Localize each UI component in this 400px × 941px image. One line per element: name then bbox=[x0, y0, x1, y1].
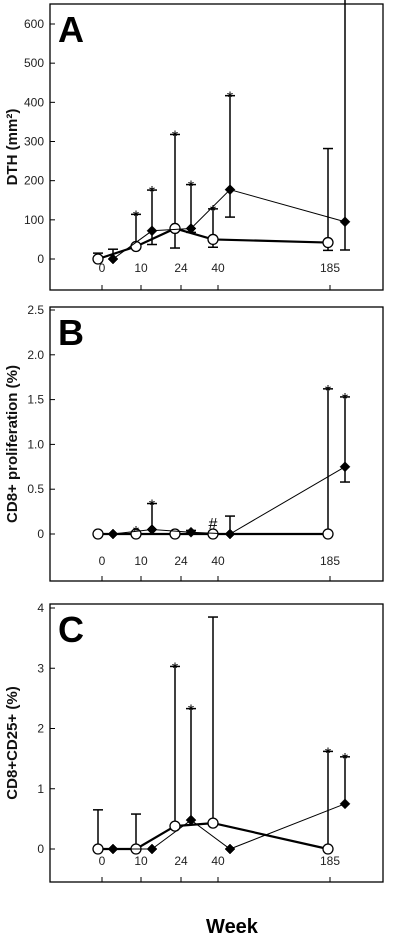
x-tick-label: 10 bbox=[134, 854, 148, 868]
series-open-circle: * # * bbox=[92, 383, 334, 541]
data-point-diamond bbox=[224, 184, 236, 196]
significance-mark: * bbox=[149, 184, 155, 201]
x-tick-label: 185 bbox=[320, 854, 340, 868]
y-tick-label: 2.0 bbox=[27, 348, 44, 362]
y-tick-label: 400 bbox=[24, 95, 44, 109]
x-tick-label: 24 bbox=[174, 261, 188, 275]
data-point-diamond bbox=[146, 524, 158, 535]
x-tick-label: 24 bbox=[174, 854, 188, 868]
panel-a: 0 100 200 300 400 500 600 0 10 24 40 185 DTH (mm²) A *… bbox=[4, 0, 384, 291]
significance-mark: * bbox=[342, 391, 348, 408]
y-axis-label: CD8+CD25+ (%) bbox=[4, 686, 21, 799]
plot-frame bbox=[49, 3, 384, 291]
data-point-diamond bbox=[339, 798, 351, 810]
x-tick-label: 24 bbox=[174, 554, 188, 568]
series-filled-diamond: ** bbox=[107, 703, 351, 855]
data-point-circle bbox=[92, 528, 104, 540]
significance-mark: * bbox=[149, 498, 155, 515]
x-tick-label: 0 bbox=[99, 554, 106, 568]
significance-mark: * bbox=[342, 751, 348, 768]
series-line bbox=[112, 189, 346, 260]
data-point-circle bbox=[207, 528, 219, 540]
y-axis-label: DTH (mm²) bbox=[4, 109, 21, 186]
y-tick-label: 0.5 bbox=[27, 482, 44, 496]
y-tick-label: 200 bbox=[24, 174, 44, 188]
x-tick-label: 185 bbox=[320, 554, 340, 568]
y-tick-label: 0 bbox=[37, 252, 44, 266]
y-tick-label: 2.5 bbox=[27, 303, 44, 317]
plot-frame bbox=[49, 306, 384, 582]
series-line bbox=[112, 466, 346, 535]
y-tick-label: 1.0 bbox=[27, 437, 44, 451]
x-tick-label: 10 bbox=[134, 261, 148, 275]
x-tick-label: 40 bbox=[211, 554, 225, 568]
plot-frame bbox=[49, 603, 384, 883]
data-point-diamond bbox=[185, 814, 197, 826]
data-point-circle bbox=[169, 820, 181, 832]
data-point-diamond bbox=[224, 843, 236, 855]
data-point-diamond bbox=[339, 216, 351, 228]
data-point-diamond bbox=[107, 253, 119, 265]
data-point-circle bbox=[322, 528, 334, 540]
y-tick-label: 1.5 bbox=[27, 393, 44, 407]
x-tick-label: 40 bbox=[211, 261, 225, 275]
significance-mark: * bbox=[188, 179, 194, 196]
y-tick-label: 100 bbox=[24, 213, 44, 227]
series-open-circle: ** bbox=[92, 616, 334, 855]
panel-label: B bbox=[58, 312, 84, 353]
y-tick-label: 4 bbox=[37, 601, 44, 615]
x-tick-label: 0 bbox=[99, 854, 106, 868]
data-point-circle bbox=[322, 236, 334, 249]
series-open-circle: * * * bbox=[92, 128, 334, 265]
x-tick-label: 40 bbox=[211, 854, 225, 868]
y-tick-label: 0 bbox=[37, 842, 44, 856]
data-point-circle bbox=[169, 222, 181, 235]
series-filled-diamond: * * * bbox=[107, 0, 351, 265]
data-point-circle bbox=[322, 843, 334, 855]
data-point-circle bbox=[92, 843, 104, 855]
x-tick-label: 0 bbox=[99, 261, 106, 275]
y-tick-label: 500 bbox=[24, 56, 44, 70]
significance-mark: # bbox=[209, 516, 218, 533]
series-filled-diamond: ** bbox=[107, 391, 351, 540]
y-tick-label: 600 bbox=[24, 17, 44, 31]
y-tick-label: 300 bbox=[24, 135, 44, 149]
data-point-diamond bbox=[107, 843, 119, 855]
data-point-circle bbox=[207, 233, 219, 246]
significance-mark: * bbox=[188, 703, 194, 720]
significance-mark: * bbox=[133, 208, 139, 225]
x-tick-label: 185 bbox=[320, 261, 340, 275]
panel-label: A bbox=[58, 9, 84, 50]
data-point-diamond bbox=[339, 461, 351, 473]
significance-mark: * bbox=[325, 383, 331, 400]
y-tick-label: 3 bbox=[37, 661, 44, 675]
significance-mark: * bbox=[325, 745, 331, 762]
data-point-diamond bbox=[107, 528, 119, 540]
data-point-diamond bbox=[185, 526, 197, 538]
significance-mark: * bbox=[172, 128, 178, 145]
significance-mark: * bbox=[133, 524, 139, 541]
x-tick-label: 10 bbox=[134, 554, 148, 568]
data-point-circle bbox=[92, 253, 104, 265]
panel-label: C bbox=[58, 609, 84, 650]
data-point-circle bbox=[207, 817, 219, 829]
y-tick-label: 2 bbox=[37, 722, 44, 736]
y-tick-label: 1 bbox=[37, 782, 44, 796]
significance-mark: * bbox=[210, 203, 216, 220]
data-point-diamond bbox=[185, 223, 197, 234]
significance-mark: * bbox=[227, 90, 233, 107]
data-point-diamond bbox=[146, 843, 158, 855]
significance-mark: * bbox=[172, 660, 178, 677]
data-point-diamond bbox=[224, 528, 236, 540]
y-tick-label: 0 bbox=[37, 527, 44, 541]
panel-b: 0 0.5 1.0 1.5 2.0 2.5 0 10 24 40 185 CD8+ prolifera… bbox=[4, 303, 384, 582]
y-axis-label: CD8+ proliferation (%) bbox=[4, 365, 21, 523]
x-axis-label: Week bbox=[206, 916, 259, 938]
data-point-diamond bbox=[146, 225, 158, 237]
